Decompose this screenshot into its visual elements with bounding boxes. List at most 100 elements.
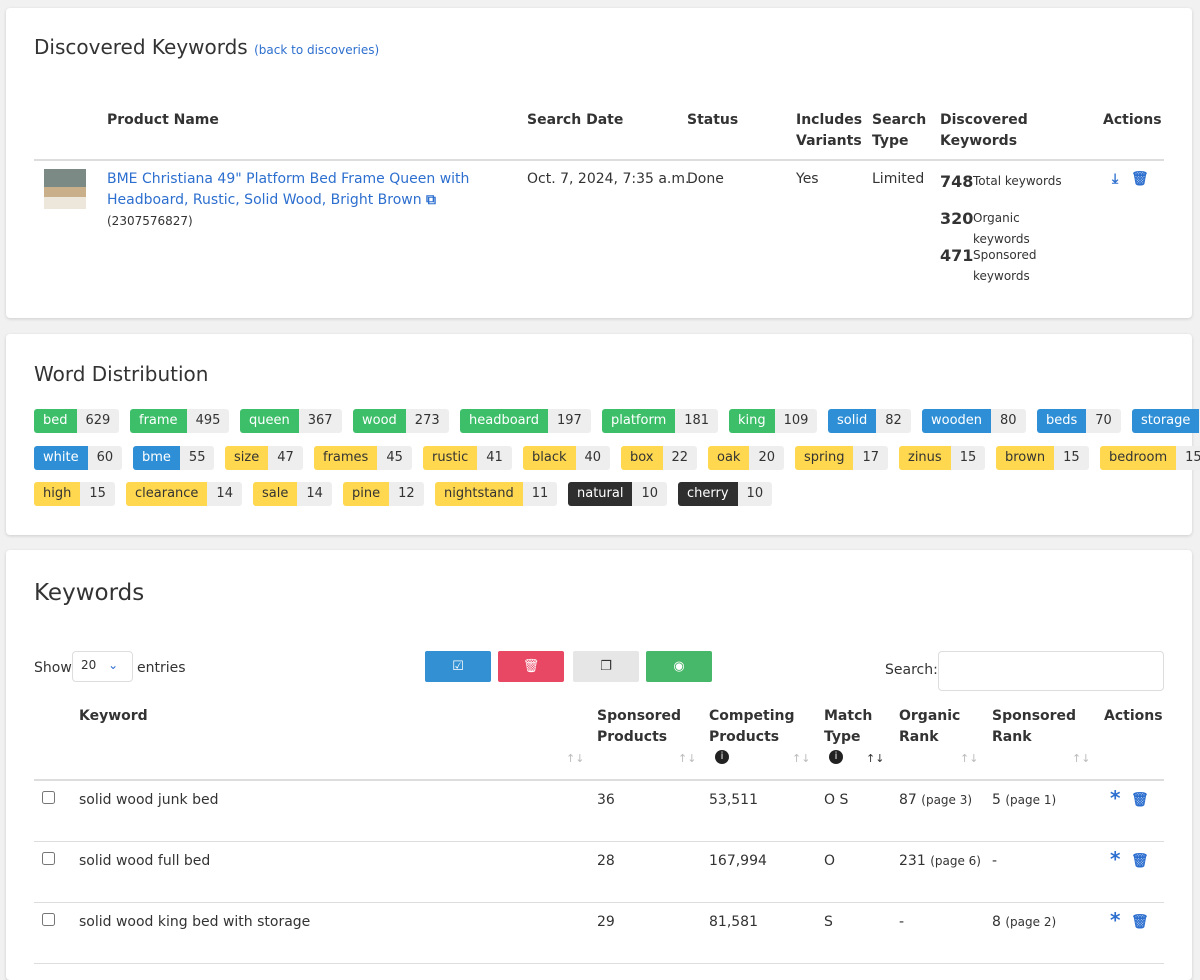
word-tag[interactable]: pine 12	[343, 482, 424, 506]
info-icon[interactable]: i	[715, 750, 729, 764]
word-label: beds	[1037, 409, 1087, 433]
th-sponsored-products[interactable]: Sponsored Products	[597, 708, 682, 745]
word-label: nightstand	[435, 482, 523, 506]
word-tag[interactable]: black 40	[523, 445, 611, 470]
select-all-button[interactable]: ☑	[425, 651, 491, 682]
word-tag[interactable]: box 22	[621, 445, 698, 470]
word-tag[interactable]: headboard 197	[460, 409, 591, 433]
word-count: 15	[1054, 445, 1089, 470]
organic-page: (page 3)	[921, 793, 973, 807]
word-tag[interactable]: platform 181	[602, 409, 719, 433]
sort-icon[interactable]: ↑↓	[866, 752, 885, 765]
word-tag[interactable]: king 109	[729, 409, 818, 433]
word-tag[interactable]: wood 273	[353, 409, 449, 433]
word-count: 55	[179, 445, 215, 470]
keyword: solid wood full bed	[79, 853, 211, 869]
word-count: 10	[737, 482, 773, 506]
chevron-down-icon: ⌄	[108, 658, 119, 672]
sort-icon[interactable]: ↑↓	[960, 752, 979, 765]
word-tag[interactable]: rustic 41	[423, 445, 512, 470]
word-tag[interactable]: bedroom 15	[1100, 445, 1200, 470]
product-id: (2307576827)	[107, 214, 193, 228]
word-tag[interactable]: zinus 15	[899, 445, 986, 470]
word-tag[interactable]: solid 82	[828, 409, 911, 433]
word-label: headboard	[460, 409, 548, 433]
word-label: pine	[343, 482, 390, 506]
sort-icon[interactable]: ↑↓	[792, 752, 811, 765]
external-link-icon[interactable]: ⧉	[426, 192, 437, 208]
organic-page: (page 6)	[930, 854, 981, 868]
word-tag[interactable]: natural 10	[568, 482, 668, 506]
product-link[interactable]: BME Christiana 49" Platform Bed Frame Qu…	[107, 171, 470, 208]
count-label: Total keywords	[973, 174, 1062, 188]
match-type: S	[824, 914, 833, 930]
th-keyword[interactable]: Keyword	[79, 708, 148, 724]
word-tag[interactable]: wooden 80	[922, 409, 1026, 433]
sponsored-page: (page 2)	[1005, 915, 1057, 929]
trash-icon[interactable]: 🗑	[1131, 171, 1149, 187]
status: Done	[687, 171, 724, 187]
sort-icon[interactable]: ↑↓	[1072, 752, 1091, 765]
divider	[34, 902, 1164, 903]
info-icon[interactable]: i	[829, 750, 843, 764]
th-actions[interactable]: Actions	[1104, 708, 1163, 724]
asterisk-icon[interactable]: *	[1110, 786, 1121, 810]
keyword-count: 320 Organic keywords	[940, 208, 1080, 250]
word-tag[interactable]: spring 17	[795, 445, 889, 470]
delete-selected-button[interactable]: 🗑	[498, 651, 564, 682]
search-input[interactable]	[938, 651, 1164, 691]
th-organic-rank[interactable]: Organic Rank	[899, 708, 961, 745]
row-checkbox[interactable]	[42, 852, 55, 865]
match-type: O S	[824, 792, 849, 808]
trash-icon[interactable]: 🗑	[1131, 792, 1149, 808]
th-sponsored-rank[interactable]: Sponsored Rank	[992, 708, 1077, 745]
asterisk-icon[interactable]: *	[1110, 908, 1121, 932]
word-tag[interactable]: storage67	[1132, 409, 1200, 433]
asterisk-icon[interactable]: *	[1110, 847, 1121, 871]
count-label: Organic keywords	[973, 211, 1030, 246]
word-label: zinus	[899, 445, 951, 470]
word-tag[interactable]: bme 55	[133, 445, 215, 470]
word-tag[interactable]: beds 70	[1037, 409, 1121, 433]
word-tag[interactable]: clearance 14	[126, 482, 242, 506]
th-product-name: Product Name	[107, 112, 219, 128]
word-label: wooden	[922, 409, 992, 433]
includes-variants: Yes	[796, 171, 819, 187]
sort-icon[interactable]: ↑↓	[678, 752, 697, 765]
back-link[interactable]: (back to discoveries)	[254, 43, 380, 57]
word-tag[interactable]: size 47	[225, 445, 303, 470]
view-button[interactable]: ◉	[646, 651, 712, 682]
word-label: brown	[996, 445, 1055, 470]
row-checkbox[interactable]	[42, 791, 55, 804]
word-tag[interactable]: high 15	[34, 482, 115, 506]
word-label: size	[225, 445, 269, 470]
word-tag[interactable]: white 60	[34, 445, 123, 470]
copy-button[interactable]: ❐	[573, 651, 639, 682]
word-tag[interactable]: sale 14	[253, 482, 332, 506]
th-competing-products[interactable]: Competing Products	[709, 708, 795, 745]
word-tag[interactable]: brown 15	[996, 445, 1089, 470]
word-label: clearance	[126, 482, 208, 506]
word-tag[interactable]: nightstand 11	[435, 482, 558, 506]
word-tag[interactable]: frames 45	[314, 445, 412, 470]
sponsored-rank: 8	[992, 914, 1001, 930]
word-tag[interactable]: cherry 10	[678, 482, 773, 506]
trash-icon[interactable]: 🗑	[1131, 914, 1149, 930]
word-label: frame	[130, 409, 187, 433]
sponsored-rank: 5	[992, 792, 1001, 808]
sort-icon[interactable]: ↑↓	[566, 752, 585, 765]
word-label: frames	[314, 445, 378, 470]
keyword: solid wood king bed with storage	[79, 914, 311, 930]
word-tag[interactable]: bed 629	[34, 409, 120, 433]
word-tag[interactable]: queen 367	[240, 409, 342, 433]
th-match-type[interactable]: Match Type	[824, 708, 873, 745]
entries-select[interactable]: 20 ⌄	[72, 651, 133, 682]
word-count: 80	[991, 409, 1026, 433]
word-label: high	[34, 482, 81, 506]
word-tag[interactable]: oak 20	[708, 445, 784, 470]
word-tag[interactable]: frame 495	[130, 409, 230, 433]
row-checkbox[interactable]	[42, 913, 55, 926]
word-label: cherry	[678, 482, 738, 506]
download-icon[interactable]: ⤓	[1112, 171, 1119, 187]
trash-icon[interactable]: 🗑	[1131, 853, 1149, 869]
